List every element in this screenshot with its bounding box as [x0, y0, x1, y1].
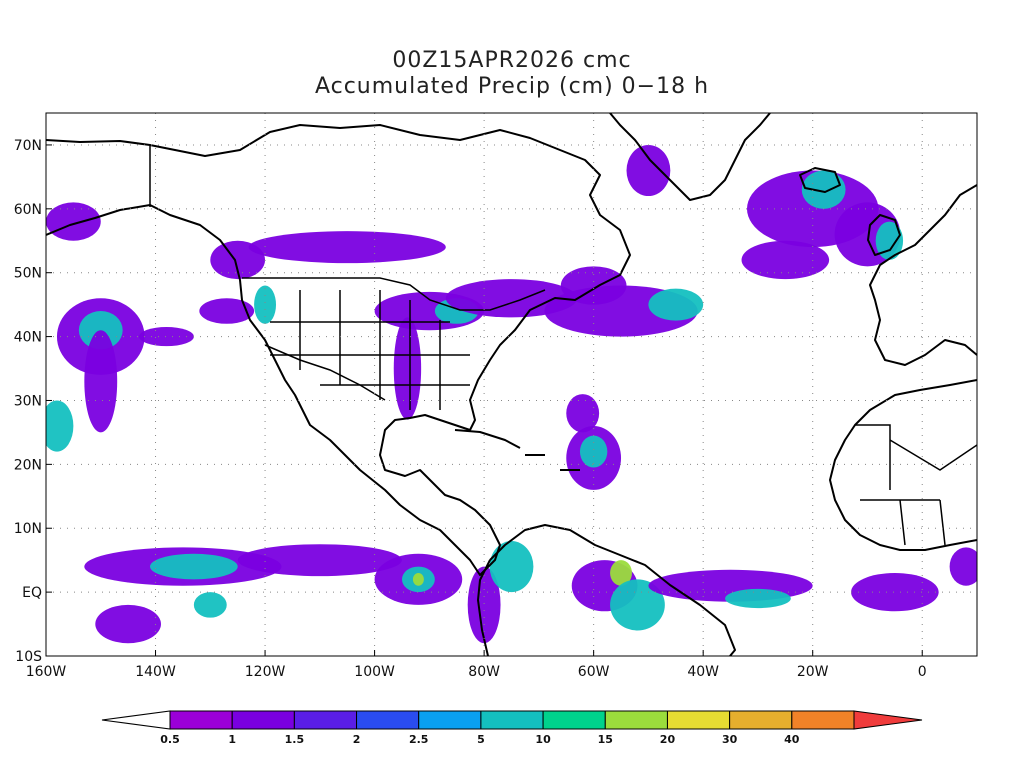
colorbar-cell [729, 710, 793, 730]
precip-area [393, 317, 422, 420]
us-canada-border [242, 277, 546, 311]
colorbar-label: 40 [784, 733, 800, 746]
precip-fill-layer [46, 144, 977, 644]
colorbar-cell [604, 710, 668, 730]
colorbar-labels: 0.5 1 1.5 2 2.5 5 10 15 20 30 40 [160, 733, 800, 746]
colorbar-label: 1 [228, 733, 236, 746]
colorbar-cell [231, 710, 295, 730]
precip-area [199, 298, 255, 324]
precip-area [610, 560, 632, 586]
colorbar-label: 2.5 [409, 733, 429, 746]
lon-label: 0 [918, 664, 927, 680]
precip-area [579, 435, 608, 468]
colorbar-label: 2 [353, 733, 361, 746]
colorbar-cell [480, 710, 544, 730]
precip-area [95, 604, 162, 644]
map-subtitle: Accumulated Precip (cm) 0−18 h [314, 74, 710, 99]
us-state-borders [270, 290, 470, 410]
lon-label: 40W [687, 664, 719, 680]
colorbar-cell [542, 710, 606, 730]
axis-ticks [45, 144, 923, 657]
precip-area [46, 400, 74, 452]
precip-area [445, 279, 578, 318]
precip-area [610, 579, 665, 631]
precip-area [467, 566, 501, 644]
colorbar-label: 15 [598, 733, 613, 746]
colorbar-cell [791, 710, 855, 730]
precip-area [949, 547, 977, 586]
precip-area [139, 327, 194, 347]
colorbar-label: 1.5 [285, 733, 305, 746]
precip-area [626, 144, 671, 197]
precip-area [741, 240, 830, 280]
colorbar-high-triangle [853, 710, 923, 730]
lat-label: 40N [14, 330, 42, 346]
lon-label: 160W [26, 664, 67, 680]
greenland-coastline [609, 113, 771, 201]
precip-area [254, 285, 277, 324]
precip-area [648, 288, 704, 321]
colorbar-cell [356, 710, 420, 730]
precip-area [801, 170, 846, 209]
colorbar-label: 10 [535, 733, 551, 746]
british-isles-coastline [867, 214, 901, 256]
longitude-labels: 160W 140W 120W 100W 80W 60W 40W 20W 0 [26, 664, 927, 680]
precip-area [566, 394, 600, 433]
colorbar-label: 5 [477, 733, 485, 746]
precip-area [84, 330, 118, 433]
precip-area [875, 221, 904, 260]
coastline-layer [46, 113, 977, 656]
lon-label: 60W [578, 664, 610, 680]
africa-borders [855, 424, 977, 546]
colorbar-low-triangle [101, 710, 171, 730]
lon-label: 140W [135, 664, 176, 680]
lat-label: 30N [14, 393, 42, 409]
lon-label: 100W [354, 664, 395, 680]
precip-area [237, 544, 402, 577]
precip-area [851, 572, 939, 612]
precip-area [489, 541, 534, 593]
map-frame [45, 112, 978, 657]
precip-area [725, 588, 791, 609]
colorbar-cell [293, 710, 358, 730]
precip-area [248, 231, 446, 264]
precip-area [412, 572, 424, 586]
lat-label: 10N [14, 521, 42, 537]
precip-area [193, 592, 227, 618]
colorbar-cells [101, 710, 923, 730]
lat-label: 10S [15, 649, 42, 665]
colorbar-label: 30 [722, 733, 738, 746]
north-america-coastline [46, 124, 631, 576]
lat-label: 60N [14, 202, 42, 218]
lat-label: 70N [14, 138, 42, 154]
political-borders [149, 145, 977, 546]
colorbar-label: 0.5 [160, 733, 180, 746]
colorbar: 0.5 1 1.5 2 2.5 5 10 15 20 30 40 [101, 710, 923, 746]
colorbar-cell [666, 710, 731, 730]
precip-area [560, 266, 627, 305]
iceland-coastline [799, 167, 841, 193]
precip-area [46, 202, 101, 241]
lat-label: 20N [14, 457, 42, 473]
lat-label: 50N [14, 266, 42, 282]
lon-label: 20W [797, 664, 829, 680]
colorbar-cell [418, 710, 482, 730]
caribbean-coastline [454, 429, 580, 471]
lon-label: 120W [245, 664, 286, 680]
colorbar-label: 20 [660, 733, 676, 746]
precip-area [150, 553, 238, 580]
colorbar-cell [169, 710, 233, 730]
lon-label: 80W [468, 664, 500, 680]
map-title: 00Z15APR2026 cmc [392, 48, 632, 73]
latitude-labels: 70N 60N 50N 40N 30N 20N 10N EQ 10S [14, 138, 42, 665]
europe-africa-coastline [829, 184, 977, 551]
lat-label: EQ [22, 585, 42, 601]
